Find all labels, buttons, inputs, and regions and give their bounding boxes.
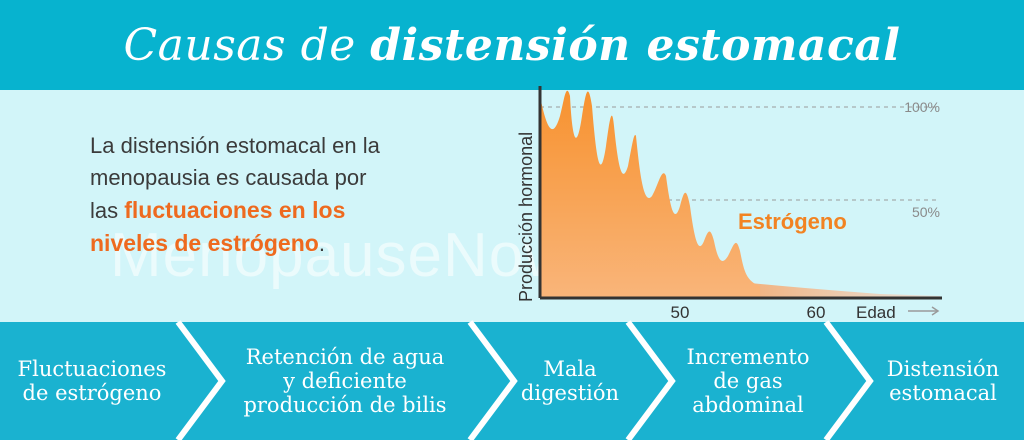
estrogen-tail	[740, 282, 940, 298]
y-axis-label: Producción hormonal	[516, 132, 536, 302]
arrow-right-icon	[908, 306, 940, 316]
page-title: Causas de distensión estomacal	[123, 20, 900, 71]
step-retencion: Retención de agua y deficiente producció…	[214, 322, 476, 440]
header-banner: Causas de distensión estomacal	[0, 0, 1024, 90]
estrogen-area	[540, 90, 760, 298]
step-fluctuaciones: Fluctuaciones de estrógeno	[0, 322, 184, 440]
title-part-1: Causas de	[123, 19, 371, 71]
step-mala-digestion: Mala digestión	[506, 322, 634, 440]
step-1-line-2: de estrógeno	[22, 381, 162, 405]
step-2-line-1: Retención de agua	[245, 345, 445, 369]
desc-end: .	[318, 231, 325, 256]
ref-label-100: 100%	[904, 99, 940, 115]
x-axis-label: Edad	[856, 303, 896, 322]
step-4-line-1: Incremento	[686, 345, 810, 369]
step-distension: Distensión estomacal	[862, 322, 1024, 440]
x-tick-50: 50	[671, 303, 690, 322]
desc-line-2: menopausia es causada por	[90, 165, 367, 190]
step-4-line-2: de gas	[713, 369, 783, 393]
desc-highlight-2: niveles de estrógeno	[90, 230, 319, 256]
desc-line-1: La distensión estomacal en la	[90, 133, 380, 158]
step-3-line-2: digestión	[520, 381, 620, 405]
x-tick-60: 60	[807, 303, 826, 322]
step-incremento-gas: Incremento de gas abdominal	[664, 322, 832, 440]
step-4-line-3: abdominal	[692, 393, 804, 417]
step-1-line-1: Fluctuaciones	[17, 357, 167, 381]
step-2-line-3: producción de bilis	[243, 393, 447, 417]
content-panel	[0, 90, 1024, 322]
description-text: La distensión estomacal en la menopausia…	[90, 130, 470, 260]
series-label: Estrógeno	[738, 209, 847, 234]
hormone-chart: Producción hormonal 100% 50% Estrógeno 5…	[516, 86, 942, 322]
step-3-line-1: Mala	[543, 357, 597, 381]
step-2-line-2: y deficiente	[283, 369, 407, 393]
title-part-2: distensión estomacal	[370, 19, 901, 71]
step-5-line-1: Distensión	[886, 357, 1000, 381]
ref-label-50: 50%	[912, 204, 940, 220]
desc-line-3-plain: las	[90, 198, 125, 223]
desc-highlight-1: fluctuaciones en los	[124, 197, 346, 223]
step-5-line-2: estomacal	[889, 381, 997, 405]
